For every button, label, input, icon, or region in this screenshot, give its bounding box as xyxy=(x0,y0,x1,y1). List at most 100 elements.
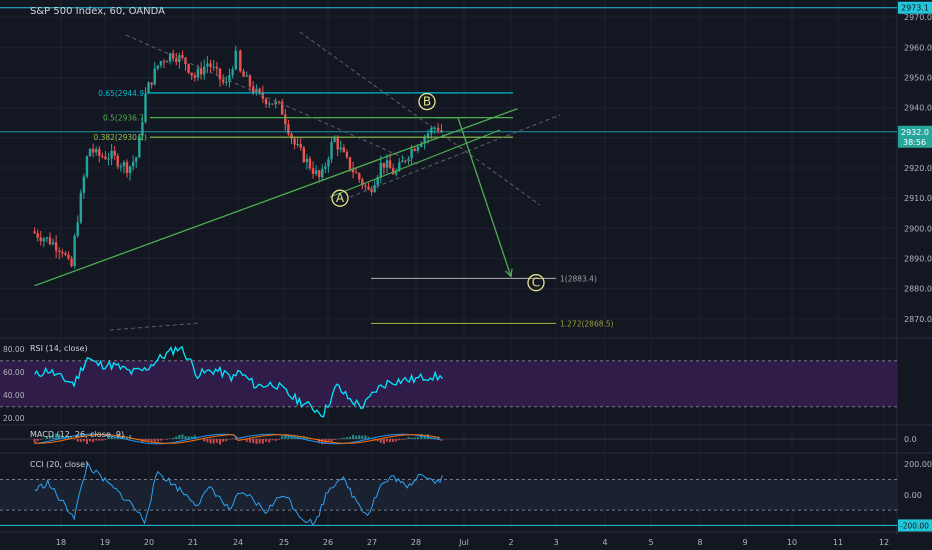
macd-histogram-bar xyxy=(215,439,218,443)
trendline[interactable] xyxy=(34,108,518,287)
macd-histogram-bar xyxy=(162,439,165,440)
macd-histogram-bar xyxy=(181,434,184,439)
macd-histogram-bar xyxy=(67,435,70,439)
macd-histogram-bar xyxy=(271,439,274,441)
macd-histogram-bar xyxy=(95,439,98,441)
macd-histogram-bar xyxy=(212,439,215,444)
wave-label-circle[interactable] xyxy=(418,92,436,111)
candle-body xyxy=(209,63,212,67)
macd-histogram-bar xyxy=(410,437,413,439)
macd-histogram-bar xyxy=(364,435,367,439)
fib-level-label: 0.65(2944.9) xyxy=(98,89,147,98)
macd-histogram-bar xyxy=(265,439,268,442)
macd-histogram-bar xyxy=(219,439,221,445)
candle-body xyxy=(131,161,135,167)
candle-body xyxy=(116,155,119,167)
fib-level-label: 0.382(2930.2) xyxy=(93,133,147,142)
candle-body xyxy=(218,68,222,80)
candle-body xyxy=(51,242,55,245)
candle-body xyxy=(138,135,141,158)
candle-body xyxy=(268,103,271,105)
time-tick-label: Jul xyxy=(458,538,469,547)
candle-body xyxy=(162,61,166,63)
candle-body xyxy=(311,168,315,174)
candle-body xyxy=(239,50,242,72)
wave-label-circle[interactable] xyxy=(331,189,349,207)
macd-histogram-bar xyxy=(299,436,302,439)
candle-body xyxy=(144,93,147,123)
projection-arrow[interactable] xyxy=(457,117,512,277)
price-tick-label: 2970.0 xyxy=(904,13,932,22)
candle-body xyxy=(299,144,302,148)
candle-body xyxy=(391,168,395,175)
cci-tick-label: 0.00 xyxy=(904,491,922,500)
candle-body xyxy=(206,63,209,67)
macd-histogram-bar xyxy=(281,436,284,439)
time-tick-label: 4 xyxy=(602,538,607,547)
macd-histogram-bar xyxy=(203,439,206,442)
macd-histogram-bar xyxy=(395,439,398,442)
candle-body xyxy=(388,160,392,169)
macd-histogram-bar xyxy=(228,439,231,440)
time-tick-label: 19 xyxy=(100,538,110,547)
macd-histogram-bar xyxy=(385,439,388,442)
macd-histogram-bar xyxy=(413,437,416,439)
candle-body xyxy=(342,147,346,152)
macd-histogram-bar xyxy=(101,439,104,441)
candle-body xyxy=(73,235,76,267)
candle-body xyxy=(64,253,67,255)
time-tick-label: 20 xyxy=(144,538,154,547)
macd-histogram-bar xyxy=(231,438,234,439)
macd-histogram-bar xyxy=(49,436,51,439)
cci-tick-label: 200.00 xyxy=(904,460,932,469)
macd-histogram-bar xyxy=(39,439,42,440)
candle-body xyxy=(168,53,172,62)
macd-histogram-bar xyxy=(234,439,237,441)
candle-body xyxy=(228,75,231,82)
trendline-short[interactable] xyxy=(329,129,501,198)
indicator-lines xyxy=(33,345,443,526)
macd-histogram-bar xyxy=(113,436,116,439)
rsi-tick-label: 40.00 xyxy=(3,391,25,400)
candle-body xyxy=(82,176,86,193)
wave-label: A xyxy=(336,191,345,205)
candle-body xyxy=(336,138,339,150)
time-tick-label: 8 xyxy=(697,538,702,547)
macd-histogram-bar xyxy=(172,437,175,439)
macd-histogram-bar xyxy=(367,436,370,439)
candle-body xyxy=(88,148,92,157)
wave-label-circle[interactable] xyxy=(527,274,545,292)
candle-body xyxy=(382,162,386,168)
candle-body xyxy=(416,146,420,151)
candle-body xyxy=(305,158,309,163)
macd-histogram-bar xyxy=(36,439,39,441)
macd-histogram-bar xyxy=(104,439,107,440)
time-tick-label: 18 xyxy=(56,538,66,547)
macd-histogram-bar xyxy=(190,436,193,439)
macd-histogram-bar xyxy=(358,435,361,439)
candle-body xyxy=(404,160,407,162)
candle-body xyxy=(203,66,206,75)
fib-extension-label: 1(2883.4) xyxy=(560,274,597,283)
candle-body xyxy=(67,254,70,259)
candle-body xyxy=(321,168,324,178)
price-tick-label: 2960.0 xyxy=(904,43,932,52)
candle-body xyxy=(410,148,413,159)
wave-label: C xyxy=(532,276,540,290)
price-tick-label: 2910.0 xyxy=(904,194,932,203)
drawings[interactable]: 0.65(2944.9) 0.5(2936.7) 0.382(2930.2) 1(28… xyxy=(0,7,897,331)
candle-body xyxy=(436,127,440,131)
macd-histogram-bar xyxy=(85,439,88,444)
candle-body xyxy=(401,160,404,163)
candle-body xyxy=(426,133,430,137)
macd-histogram-bar xyxy=(58,434,61,439)
axes: 18 19 20 21 24 25 26 27 28 Jul 2 3 4 5 8 9 10 11 122970.02… xyxy=(3,1,932,547)
candle-body xyxy=(104,156,107,160)
candle-body xyxy=(215,66,219,69)
candle-body xyxy=(255,88,258,93)
candle-body xyxy=(430,128,433,134)
candles xyxy=(33,45,443,269)
candle-body xyxy=(141,122,144,136)
